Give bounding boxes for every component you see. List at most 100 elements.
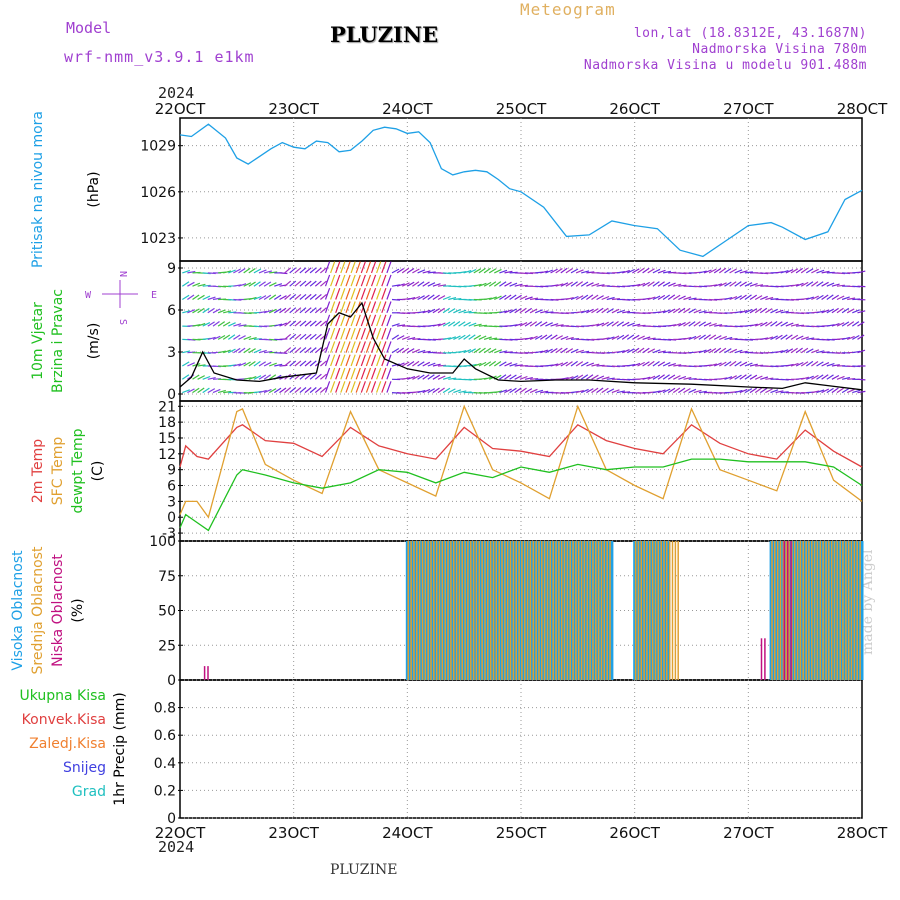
wind-barb <box>314 320 322 327</box>
wind-barb <box>427 374 435 380</box>
wind-barbs <box>181 261 866 394</box>
wind-barb <box>795 361 804 367</box>
axis-label-precip: 1hr Precip (mm) <box>112 692 128 805</box>
wind-barb <box>841 336 851 340</box>
axis-label-temperature: (C) <box>90 461 106 482</box>
wind-barb <box>376 301 382 314</box>
axis-label-temperature: dewpt Temp <box>70 428 86 513</box>
wind-barb <box>258 310 268 314</box>
wind-barb <box>228 322 236 327</box>
wind-barb <box>478 361 487 367</box>
wind-barb <box>806 348 814 354</box>
wind-barb <box>775 390 784 394</box>
wind-barb <box>453 298 462 301</box>
wind-barb <box>422 388 431 394</box>
date-label-top: 25OCT <box>496 100 547 118</box>
wind-barb <box>197 307 205 314</box>
wind-barb <box>483 267 491 274</box>
wind-barb <box>355 287 361 300</box>
wind-barb <box>258 389 267 394</box>
wind-barb <box>360 287 366 300</box>
wind-barb <box>422 374 430 380</box>
wind-barb <box>309 387 317 394</box>
wind-barb <box>386 261 392 274</box>
wind-barb <box>841 296 850 301</box>
wind-barb <box>581 309 590 314</box>
wind-barb <box>207 377 216 380</box>
wind-barb <box>350 314 356 327</box>
wind-barb <box>284 360 292 367</box>
wind-barb <box>836 307 844 314</box>
wind-barb <box>355 367 361 380</box>
wind-barb <box>596 322 605 327</box>
wind-barb <box>627 268 635 274</box>
wind-barb <box>519 307 527 314</box>
wind-barb <box>463 269 472 274</box>
wind-barb <box>621 334 630 340</box>
wind-barb <box>488 281 497 287</box>
wind-barb <box>657 269 666 274</box>
wind-barb <box>831 294 840 301</box>
wind-barb <box>340 301 346 314</box>
wind-barb <box>857 310 866 314</box>
wind-barb <box>790 334 799 340</box>
wind-barb <box>632 362 641 367</box>
wind-barb <box>657 350 666 354</box>
wind-barb <box>790 347 798 354</box>
wind-barb <box>304 307 312 314</box>
wind-barb <box>565 297 574 301</box>
wind-barb <box>448 388 456 394</box>
wind-barb <box>499 389 508 394</box>
wind-barb <box>182 310 191 314</box>
wind-barb <box>667 282 676 287</box>
wind-barb <box>683 387 691 394</box>
wind-barb <box>340 287 346 300</box>
wind-barb <box>688 297 697 301</box>
wind-barb <box>289 280 297 287</box>
wind-barb <box>770 389 779 394</box>
wind-barb <box>616 309 625 314</box>
wind-barb <box>570 360 578 367</box>
wind-barb <box>432 323 441 327</box>
wind-barb <box>453 321 461 327</box>
wind-barb <box>284 333 292 340</box>
wind-barb <box>279 387 287 394</box>
wind-barb <box>627 348 635 354</box>
wind-barb <box>836 295 845 301</box>
wind-barb <box>258 269 267 274</box>
wind-barb <box>401 335 410 340</box>
wind-barb <box>770 335 778 340</box>
wind-barb <box>586 362 595 367</box>
wind-barb <box>187 294 195 300</box>
wind-barb <box>437 375 446 380</box>
wind-barb <box>729 360 737 367</box>
wind-barb <box>483 336 492 340</box>
wind-barb <box>324 341 331 353</box>
wind-barb <box>570 375 579 380</box>
wind-barb <box>376 381 382 393</box>
wind-barb <box>575 374 584 380</box>
wind-barb <box>350 274 356 287</box>
wind-barb <box>386 327 392 340</box>
wind-barb <box>314 307 322 314</box>
wind-barb <box>719 282 727 287</box>
wind-barb <box>800 347 809 354</box>
wind-barb <box>192 324 201 327</box>
wind-barb <box>647 348 656 354</box>
wind-barb <box>857 321 865 327</box>
wind-barb <box>565 336 574 340</box>
wind-barb <box>596 295 604 301</box>
wind-barb <box>355 354 361 367</box>
wind-barb <box>637 335 645 340</box>
wind-barb <box>672 294 681 301</box>
wind-barb <box>263 374 272 380</box>
y-tick-pressure: 1023 <box>140 231 176 247</box>
wind-barb <box>734 349 743 354</box>
precip-legend-item: Zaledj.Kisa <box>29 736 106 752</box>
wind-barb <box>524 388 533 394</box>
wind-barb <box>662 281 671 287</box>
wind-barb <box>800 281 809 287</box>
wind-barb <box>693 309 702 314</box>
wind-barb <box>504 281 512 287</box>
wind-barb <box>238 324 247 327</box>
